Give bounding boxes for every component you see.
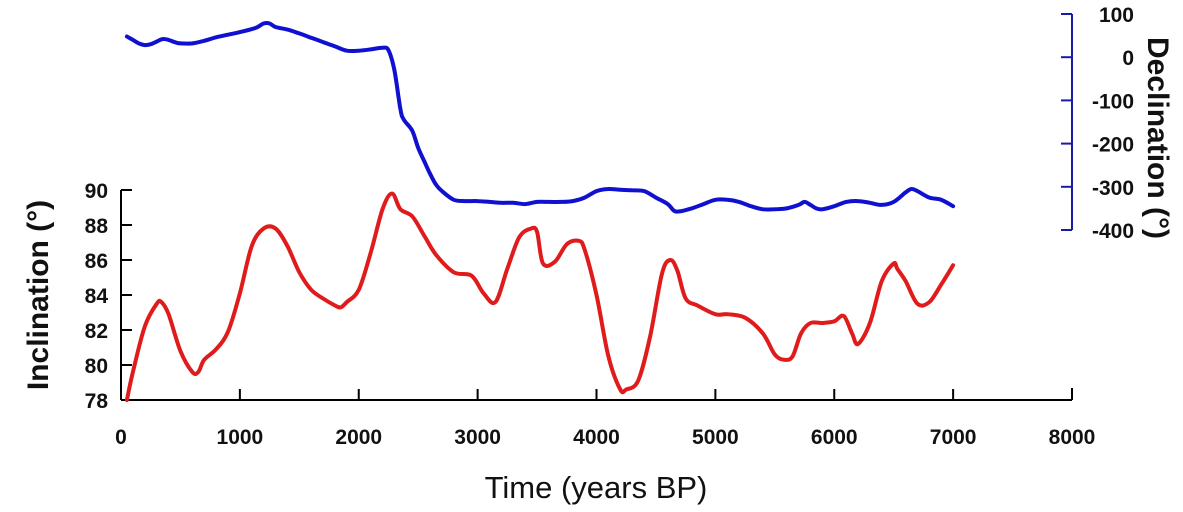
inclination-tick-label: 88 <box>85 215 109 238</box>
x-tick-label: 3000 <box>454 426 501 449</box>
x-tick-label: 5000 <box>692 426 739 449</box>
inclination-tick-label: 86 <box>85 250 108 273</box>
inclination-tick-label: 84 <box>85 285 109 308</box>
x-tick-label: 6000 <box>811 426 858 449</box>
inclination-tick-label: 90 <box>85 180 108 203</box>
declination-axis-title: Declination (°) <box>1141 37 1174 239</box>
declination-tick-label: 0 <box>1122 47 1134 70</box>
declination-tick-label: -400 <box>1092 220 1134 243</box>
series-layer <box>124 21 956 402</box>
inclination-tick-label: 82 <box>85 320 108 343</box>
declination-tick-label: -300 <box>1092 177 1134 200</box>
declination-tick-label: 100 <box>1099 4 1134 27</box>
inclination-series-line <box>124 191 956 402</box>
declination-tick-label: -200 <box>1092 134 1134 157</box>
x-tick-label: 0 <box>115 426 127 449</box>
x-tick-label: 4000 <box>573 426 620 449</box>
inclination-tick-label: 80 <box>85 355 108 378</box>
x-tick-label: 1000 <box>217 426 264 449</box>
x-tick-label: 2000 <box>335 426 382 449</box>
declination-series-line <box>124 21 956 214</box>
x-axis-ticks: 0 1000 2000 3000 4000 5000 6000 7000 8000 <box>115 389 1095 449</box>
inclination-tick-label: 78 <box>85 390 109 413</box>
declination-tick-label: -100 <box>1092 90 1134 113</box>
inclination-axis-ticks: 78 80 82 84 86 88 90 <box>85 180 132 413</box>
x-axis-title: Time (years BP) <box>485 470 708 505</box>
x-tick-label: 7000 <box>930 426 977 449</box>
inclination-axis-title: Inclination (°) <box>22 200 55 390</box>
x-tick-label: 8000 <box>1049 426 1096 449</box>
declination-axis-ticks: 100 0 -100 -200 -300 -400 <box>1061 4 1134 243</box>
